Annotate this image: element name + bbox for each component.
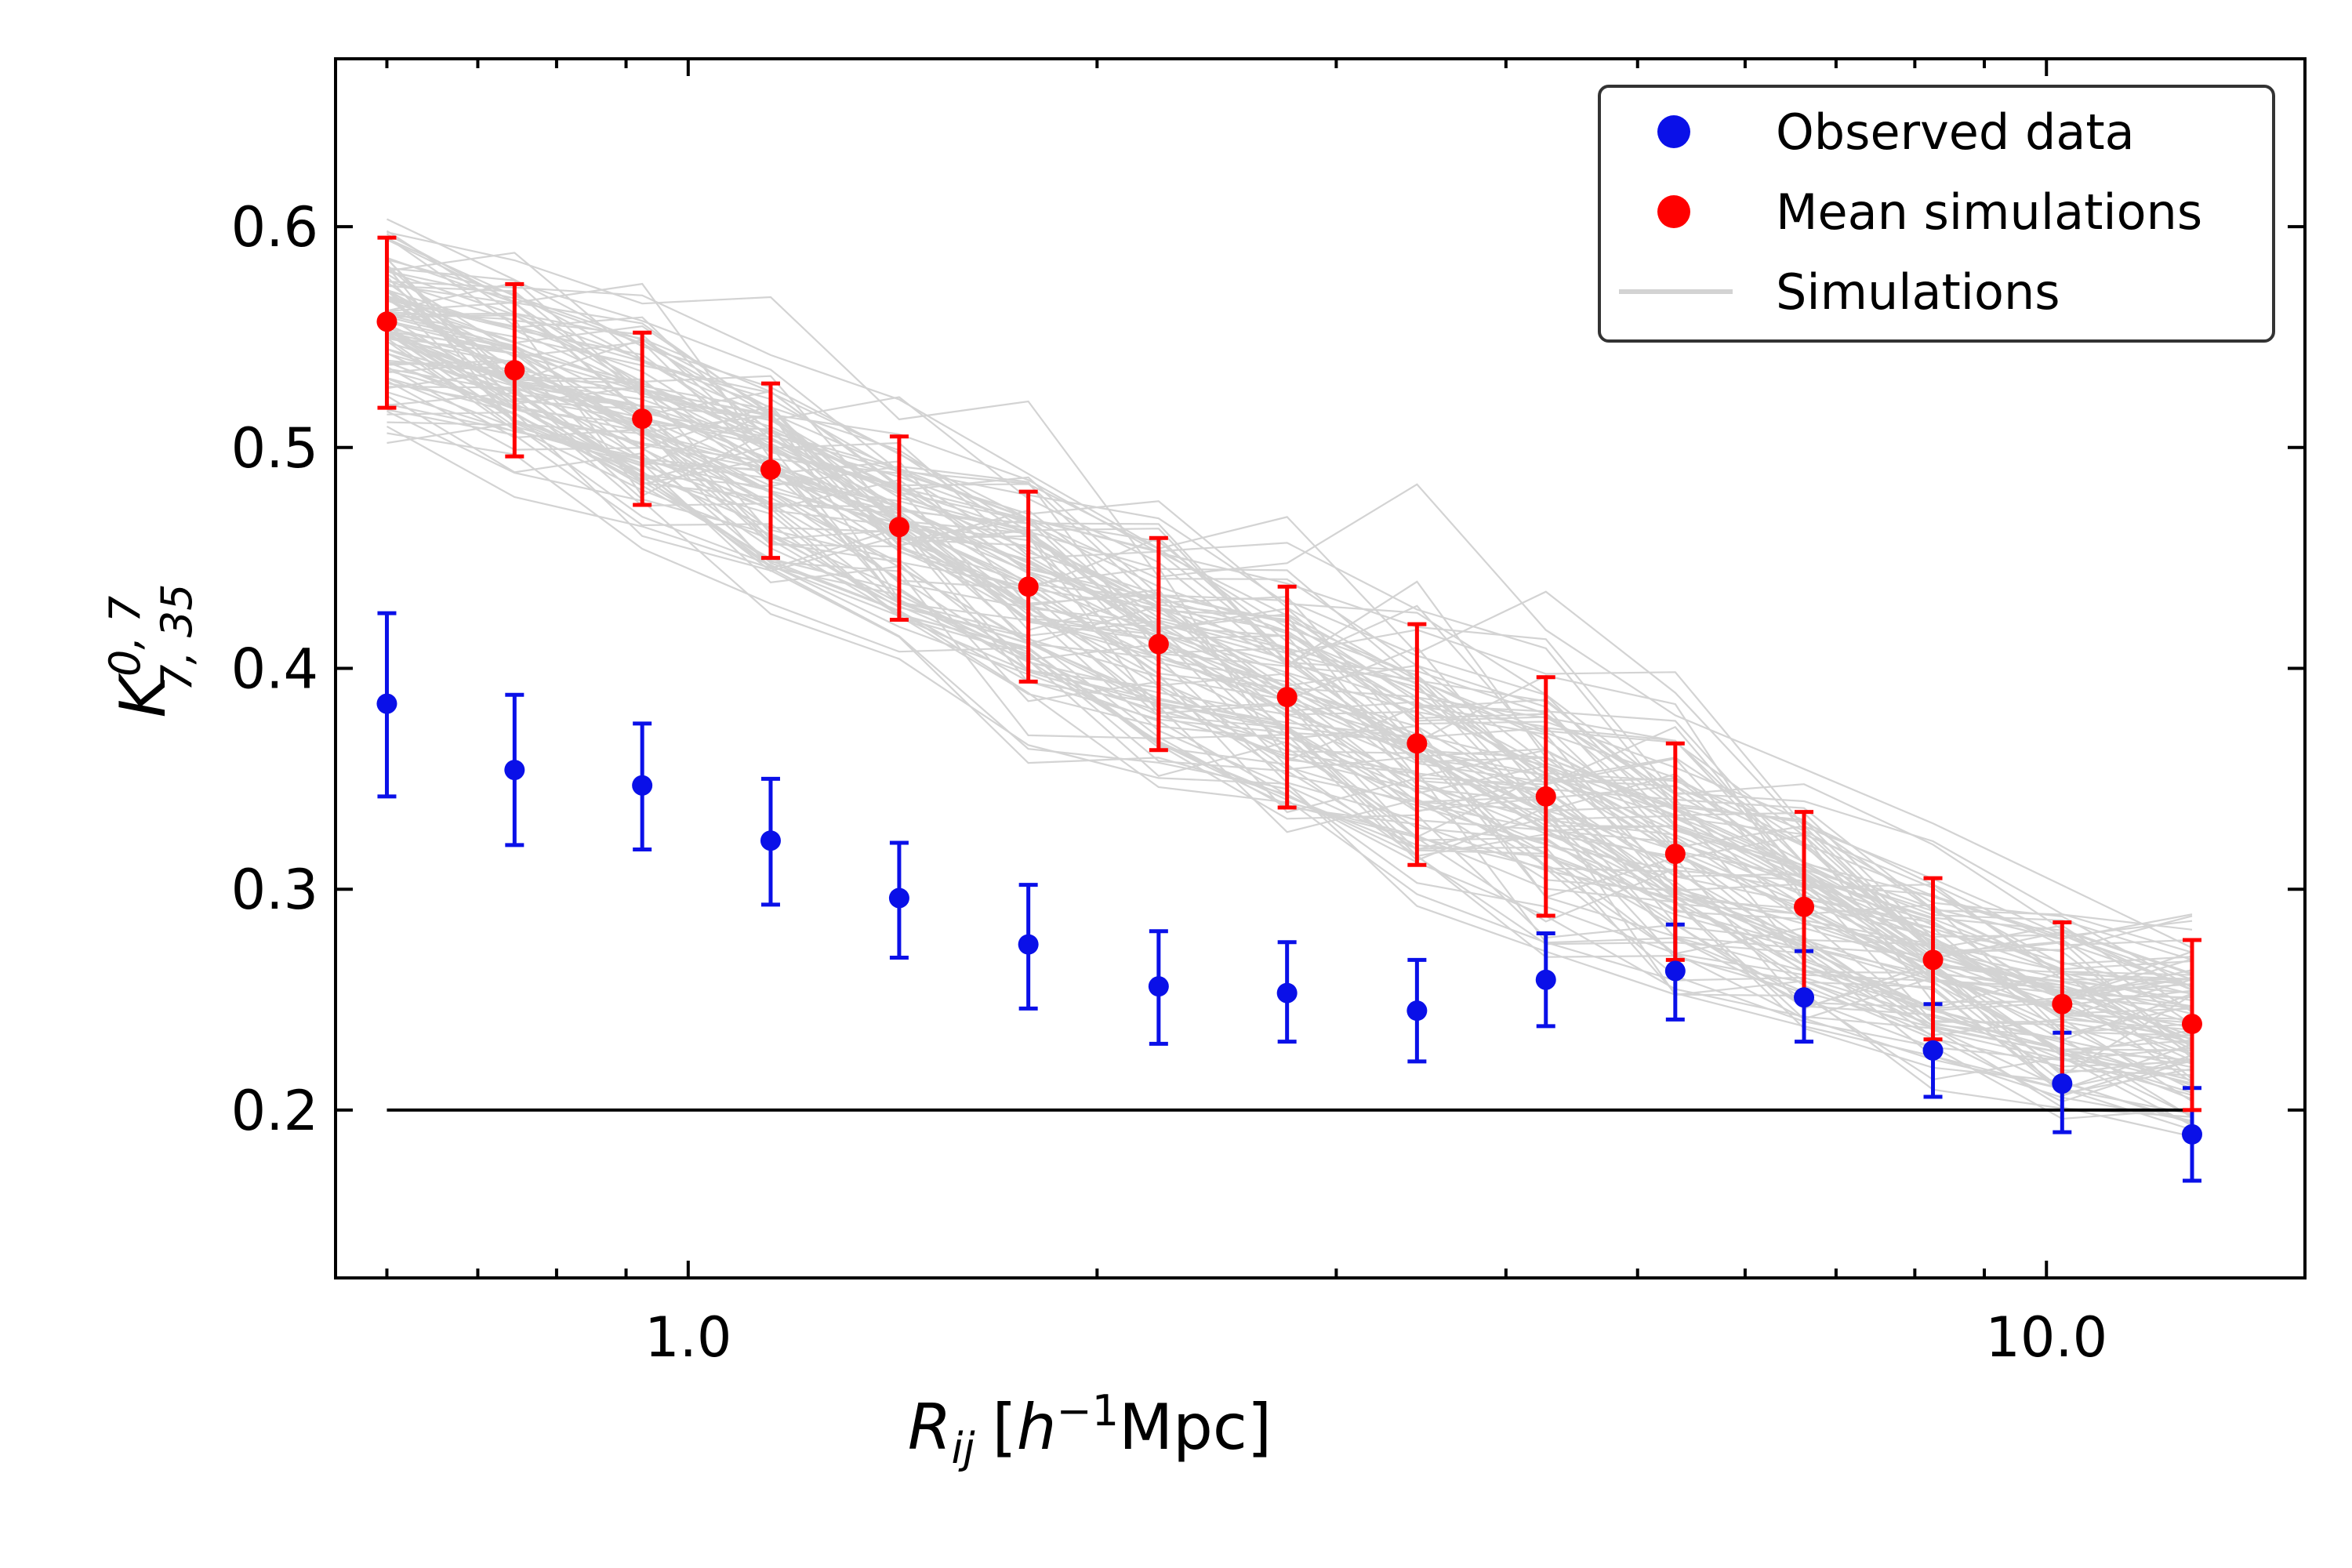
data-point-mean (1406, 733, 1428, 754)
simulation-line (386, 329, 2193, 1065)
data-point-observed (632, 775, 653, 796)
simulation-line (387, 231, 2193, 949)
legend-label-mean: Mean simulations (1776, 183, 2202, 241)
legend-marker-mean (1657, 195, 1690, 228)
data-point-mean (376, 311, 397, 332)
simulation-line (387, 281, 2193, 989)
x-tick-label: 1.0 (644, 1305, 731, 1370)
data-point-observed (760, 830, 781, 851)
y-tick-label: 0.4 (231, 637, 318, 702)
data-point-mean (632, 408, 653, 430)
data-point-observed (888, 887, 909, 909)
y-tick-label: 0.5 (231, 416, 318, 481)
data-point-observed (1276, 982, 1298, 1004)
simulation-line (387, 281, 2193, 931)
data-point-observed (1922, 1040, 1944, 1061)
axis-ticks: 0.2 0.3 0.4 0.5 0.6 1.0 10.0 (231, 59, 2305, 1370)
x-tick-label: 10.0 (1985, 1305, 2107, 1370)
data-points (376, 311, 2202, 1145)
data-point-observed (1794, 987, 1815, 1008)
data-point-observed (1535, 969, 1556, 990)
svg-text:K0, 77, 35: K0, 77, 35 (100, 584, 201, 718)
data-point-mean (1148, 633, 1169, 655)
data-point-mean (760, 459, 781, 480)
data-point-observed (2052, 1073, 2073, 1094)
simulation-line (386, 233, 2193, 975)
data-point-mean (1794, 896, 1815, 917)
data-point-mean (1922, 949, 1944, 971)
legend-marker-observed (1657, 115, 1690, 148)
data-point-mean (888, 517, 909, 538)
y-tick-label: 0.3 (231, 858, 318, 922)
legend: Observed data Mean simulations Simulatio… (1598, 85, 2275, 343)
data-point-mean (2052, 993, 2073, 1014)
x-axis-label: Rij [h−1Mpc] (908, 1386, 1272, 1473)
simulation-line (387, 252, 2193, 976)
data-point-mean (504, 360, 525, 381)
legend-label-simulations: Simulations (1776, 263, 2060, 321)
data-point-observed (376, 693, 397, 714)
legend-label-observed: Observed data (1776, 103, 2135, 161)
data-point-observed (1406, 1000, 1428, 1022)
y-tick-label: 0.2 (231, 1079, 318, 1143)
data-point-observed (1664, 960, 1686, 982)
y-tick-label: 0.6 (231, 195, 318, 260)
legend-box (1598, 85, 2275, 343)
data-point-mean (1664, 844, 1686, 865)
data-point-mean (1018, 576, 1039, 597)
data-point-observed (2181, 1123, 2202, 1145)
data-point-mean (1535, 786, 1556, 807)
data-point-observed (1148, 976, 1169, 997)
data-point-observed (1018, 934, 1039, 955)
data-point-mean (1276, 687, 1298, 708)
y-axis-label: K0, 77, 35 (100, 584, 201, 718)
data-point-mean (2181, 1014, 2202, 1035)
data-point-observed (504, 760, 525, 781)
